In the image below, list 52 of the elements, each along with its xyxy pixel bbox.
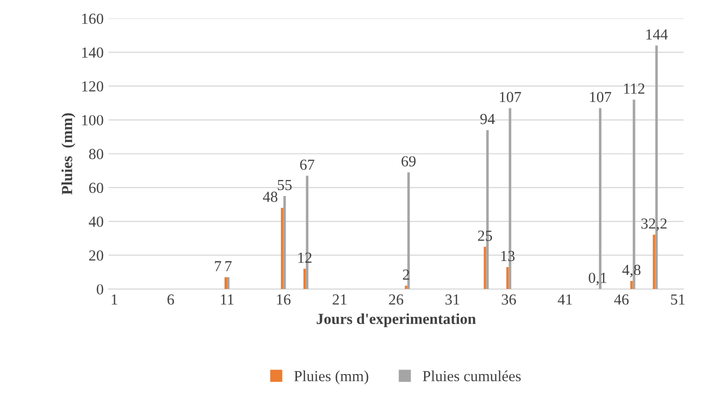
x-tick-label: 1 [112, 294, 118, 305]
data-label: 48 [262, 192, 278, 202]
data-label: 144 [646, 29, 668, 40]
y-tick-label: 60 [89, 182, 104, 194]
y-tick-label: 80 [89, 148, 104, 160]
data-label: 25 [478, 230, 492, 241]
y-tick-label: 40 [88, 216, 104, 227]
bar [652, 234, 656, 290]
x-tick-label: 36 [502, 294, 516, 305]
x-tick-label: 31 [446, 294, 460, 305]
data-label: 12 [298, 252, 312, 263]
data-label: 7 [214, 261, 222, 272]
data-label: 69 [402, 156, 416, 166]
x-axis-title: Jours d'experimentation [316, 313, 476, 328]
y-tick-label: 160 [82, 14, 104, 24]
bar [283, 196, 286, 290]
bar [303, 268, 306, 290]
data-label: 2 [402, 270, 410, 280]
legend-label: Pluies cumulées [422, 370, 521, 382]
y-tick-label: 120 [82, 81, 104, 92]
x-tick-label: 11 [220, 294, 234, 305]
x-tick-label: 51 [671, 294, 685, 305]
y-tick-label: 20 [89, 250, 104, 261]
data-label: 55 [278, 180, 292, 190]
x-tick-label: 46 [614, 294, 629, 305]
y-tick-label: 140 [82, 47, 104, 58]
data-label: 4,8 [622, 264, 640, 278]
data-label: 0,1 [588, 272, 606, 286]
data-label: 67 [300, 160, 314, 170]
x-tick-label: 16 [277, 294, 291, 305]
data-label: 94 [480, 114, 495, 124]
data-label: 112 [624, 83, 644, 94]
bar [224, 277, 227, 290]
bar [404, 286, 408, 290]
bar [280, 208, 284, 290]
y-tick-label: 100 [82, 115, 104, 126]
bar [407, 172, 410, 290]
data-label: 7 [225, 261, 232, 272]
x-tick-label: 26 [389, 294, 404, 305]
bar [506, 267, 509, 290]
bar [227, 277, 230, 290]
data-label: 13 [501, 250, 515, 262]
data-label: 107 [590, 92, 612, 102]
bar [630, 280, 633, 290]
y-axis-title: Pluies (mm) [61, 113, 76, 195]
y-tick-label: 0 [96, 284, 104, 294]
x-tick-label: 21 [332, 294, 346, 305]
x-tick-label: 6 [167, 294, 174, 305]
data-label: 107 [500, 92, 522, 102]
legend-label: Pluies (mm) [294, 370, 368, 384]
data-label: 32,2 [641, 218, 667, 231]
x-tick-label: 41 [558, 294, 572, 305]
